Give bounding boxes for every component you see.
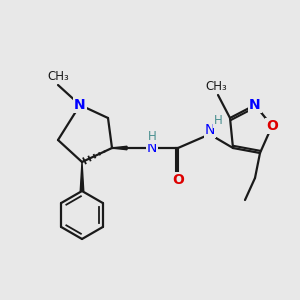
Text: N: N [147,141,157,155]
Text: H: H [148,130,156,143]
Polygon shape [112,146,127,150]
Text: N: N [205,123,215,137]
Text: H: H [214,115,222,128]
Text: CH₃: CH₃ [205,80,227,92]
Text: O: O [172,173,184,187]
Text: O: O [266,119,278,133]
Text: N: N [74,98,86,112]
Text: N: N [249,98,261,112]
Polygon shape [80,162,84,191]
Text: CH₃: CH₃ [47,70,69,83]
